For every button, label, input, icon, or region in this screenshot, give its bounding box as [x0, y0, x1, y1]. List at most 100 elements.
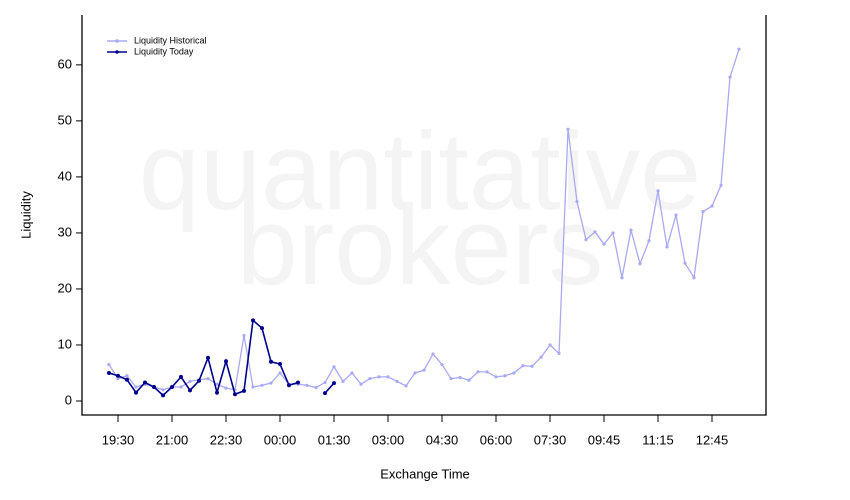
point [737, 47, 741, 51]
point [611, 231, 615, 235]
point [161, 388, 165, 392]
y-tick-label: 50 [58, 112, 72, 127]
point [683, 261, 687, 265]
x-tick-label: 09:45 [588, 432, 621, 447]
point [287, 383, 291, 388]
point [395, 379, 399, 383]
y-axis-label: Liquidity [18, 191, 33, 239]
point [413, 371, 417, 375]
point [539, 355, 543, 359]
point [449, 376, 453, 381]
x-tick-label: 03:00 [372, 432, 405, 447]
point [530, 364, 534, 368]
point [242, 333, 246, 338]
point [404, 384, 408, 388]
point [548, 343, 552, 347]
legend-label: Liquidity Today [134, 46, 194, 56]
point [332, 381, 336, 386]
y-tick-label: 40 [58, 168, 72, 183]
point [125, 377, 129, 382]
point [458, 375, 462, 380]
point [215, 390, 219, 395]
x-tick-label: 07:30 [534, 432, 567, 447]
point [188, 379, 192, 383]
point [494, 375, 498, 379]
point [647, 239, 651, 243]
point [341, 379, 345, 383]
point [278, 371, 282, 375]
point [575, 199, 579, 204]
point [161, 393, 165, 398]
point [620, 276, 624, 280]
y-tick-label: 20 [58, 280, 72, 295]
point [593, 230, 597, 234]
point [206, 355, 210, 360]
point [602, 242, 606, 246]
legend-marker [115, 39, 119, 43]
x-tick-label: 00:00 [264, 432, 297, 447]
point [557, 351, 561, 355]
y-tick-label: 10 [58, 336, 72, 351]
point [467, 378, 471, 382]
point [206, 376, 210, 381]
point [728, 75, 732, 79]
point [251, 385, 255, 389]
point [638, 262, 642, 266]
point [503, 374, 507, 378]
point [269, 359, 273, 364]
point [116, 373, 120, 378]
point [170, 384, 174, 389]
point [152, 384, 156, 389]
point [179, 385, 183, 389]
point [368, 376, 372, 381]
point [296, 380, 300, 385]
point [197, 378, 201, 383]
legend-label: Liquidity Historical [134, 35, 207, 45]
point [386, 375, 390, 379]
point [107, 362, 111, 367]
point [179, 374, 183, 379]
x-tick-label: 06:00 [480, 432, 513, 447]
legend-marker [115, 50, 119, 54]
y-tick-label: 0 [65, 392, 72, 407]
point [332, 365, 336, 369]
point [431, 352, 435, 356]
point [215, 382, 219, 386]
point [323, 380, 327, 385]
point [314, 385, 318, 390]
point [377, 375, 381, 379]
point [476, 370, 480, 374]
point [701, 210, 705, 214]
x-tick-label: 12:45 [696, 432, 729, 447]
point [665, 245, 669, 249]
point [278, 362, 282, 367]
point [242, 388, 246, 393]
watermark: brokers [237, 185, 604, 308]
point [440, 362, 444, 367]
axis-frame [81, 15, 767, 416]
point [674, 213, 678, 217]
point [260, 326, 264, 331]
point [719, 183, 723, 187]
point [656, 189, 660, 193]
point [224, 359, 228, 364]
point [323, 391, 327, 396]
point [422, 368, 426, 372]
point [359, 382, 363, 386]
x-tick-label: 11:15 [642, 432, 674, 447]
point [521, 364, 525, 368]
point [485, 370, 489, 374]
point [260, 383, 264, 387]
point [116, 376, 120, 381]
y-tick-label: 30 [58, 224, 72, 239]
watermark: quantitative [139, 110, 702, 233]
point [125, 374, 129, 378]
x-axis-label: Exchange Time [380, 466, 470, 481]
point [584, 238, 588, 242]
point [134, 385, 138, 389]
point [512, 371, 516, 375]
point [350, 371, 354, 375]
point [710, 204, 714, 208]
point [224, 386, 228, 390]
